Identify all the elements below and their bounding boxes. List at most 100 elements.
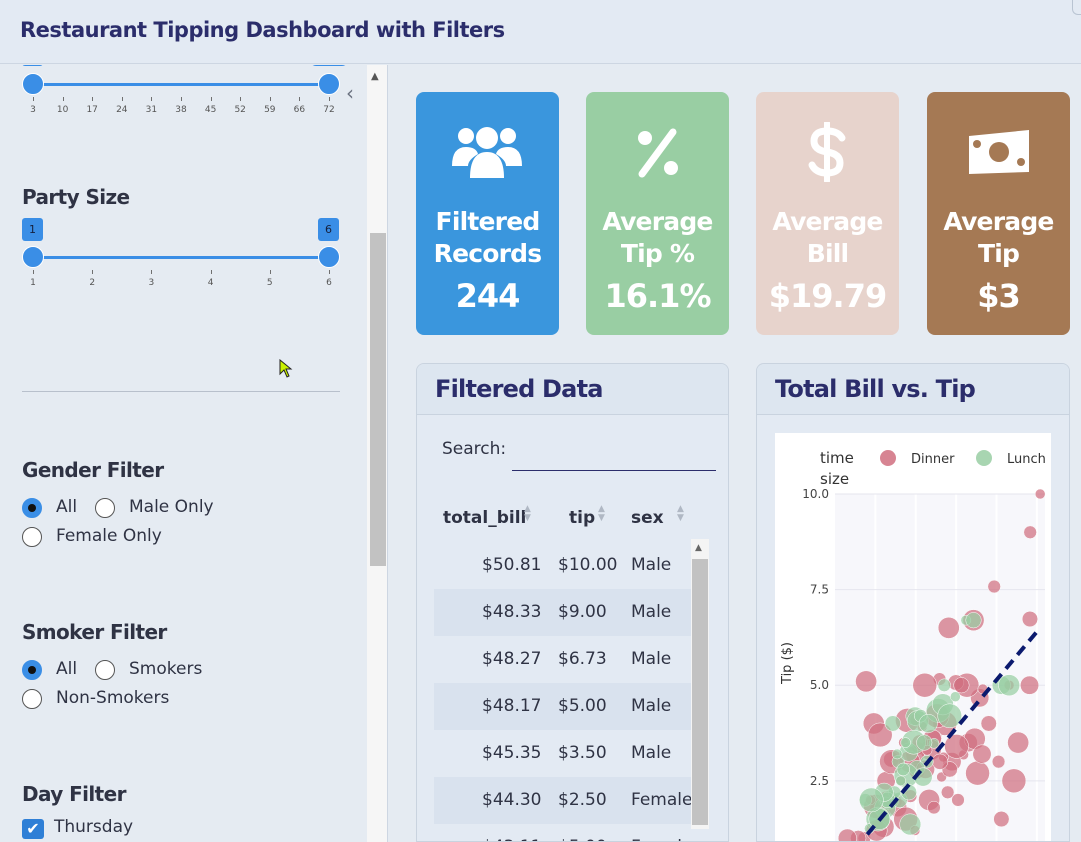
header-bar: Restaurant Tipping Dashboard with Filter… [0, 0, 1081, 64]
slider-tick-label: 5 [266, 278, 273, 288]
radio-button[interactable] [22, 498, 42, 518]
table-cell-total-bill: $44.30 [482, 790, 542, 810]
kpi-value: 16.1% [604, 277, 711, 315]
checkbox-checked-icon[interactable]: ✔ [22, 819, 44, 839]
percent-icon [586, 122, 729, 182]
data-point-lunch [937, 703, 962, 729]
table-cell-sex: Male [631, 743, 672, 763]
data-point-lunch [895, 775, 906, 787]
card-title: Total Bill vs. Tip [775, 375, 976, 403]
slider-tick [299, 97, 301, 101]
radio-label: Male Only [129, 497, 214, 517]
kpi-average-tip: Average Tip $3 [927, 92, 1070, 335]
slider-tick-label: 4 [207, 278, 214, 288]
table-row[interactable]: $48.17 $5.00 Male [434, 683, 692, 730]
data-point-dinner [953, 677, 970, 694]
data-point-lunch [937, 678, 951, 692]
kpi-value: $19.79 [768, 277, 887, 315]
slider-rail [33, 256, 329, 259]
slider-tick-label: 24 [116, 105, 128, 115]
kpi-filtered-records: Filtered Records 244 [416, 92, 559, 335]
search-input[interactable] [512, 434, 716, 471]
slider-tick [269, 97, 271, 101]
data-point-dinner [944, 734, 969, 759]
radio-button[interactable] [95, 498, 115, 518]
table-row[interactable]: $43.11 $5.00 Female [434, 824, 692, 841]
sort-arrows-icon[interactable]: ▲ ▼ [677, 504, 684, 523]
data-point-dinner [1034, 488, 1046, 500]
slider-tick [92, 270, 94, 274]
slider-tick-label: 3 [148, 278, 155, 288]
table-row[interactable]: $45.35 $3.50 Male [434, 730, 692, 777]
column-header-total-bill[interactable]: total_bill [443, 508, 527, 528]
slider-high-handle[interactable] [318, 246, 340, 268]
data-point-dinner [941, 785, 955, 799]
sort-arrows-icon[interactable]: ▲ ▼ [524, 504, 531, 523]
slider-tick [210, 97, 212, 101]
kpi-label-line1: Filtered [435, 207, 541, 236]
data-point-dinner [937, 616, 960, 639]
table-row[interactable]: $48.27 $6.73 Male [434, 636, 692, 683]
slider-tick-label: 2 [89, 278, 96, 288]
data-point-dinner [972, 744, 992, 764]
kpi-label-line1: Average [772, 207, 883, 236]
radio-button[interactable] [95, 660, 115, 680]
radio-button[interactable] [22, 527, 42, 547]
table-row[interactable]: $48.33 $9.00 Male [434, 589, 692, 636]
slider-tick-label: 3 [30, 105, 36, 115]
column-header-tip[interactable]: tip [569, 508, 596, 528]
slider-tick [92, 97, 94, 101]
table-cell-tip: $6.73 [558, 649, 607, 669]
slider-tick-label: 66 [293, 105, 306, 115]
table-scrollbar[interactable]: ▲ [691, 539, 709, 829]
table-row[interactable]: $50.81 $10.00 Male [434, 542, 692, 589]
sort-arrows-icon[interactable]: ▲ ▼ [598, 504, 605, 523]
data-point-lunch [950, 691, 961, 702]
slider-tick [151, 270, 153, 274]
slider-tick-label: 38 [175, 105, 187, 115]
table-cell-total-bill: $48.33 [482, 602, 542, 622]
scatter-chart[interactable]: 2.5 5.0 7.5 10.0 Tip ($) time size Dinner Lunch [775, 433, 1051, 842]
slider-low-handle[interactable] [22, 246, 44, 268]
party-size-low-label: 1 [22, 218, 43, 241]
scroll-up-arrow-icon[interactable]: ▲ [371, 71, 379, 82]
kpi-label-line2: Tip [977, 239, 1020, 268]
kpi-label-line2: Bill [806, 239, 849, 268]
slider-tick-label: 59 [264, 105, 276, 115]
y-tick-label: 10.0 [802, 487, 829, 501]
party-size-title: Party Size [22, 185, 130, 209]
data-point-lunch [965, 612, 982, 629]
slider-high-handle[interactable] [318, 73, 340, 95]
y-tick-label: 2.5 [810, 774, 829, 788]
scroll-up-arrow-icon[interactable]: ▲ [695, 543, 702, 553]
legend-marker-lunch [976, 450, 992, 466]
smoker-filter-title: Smoker Filter [22, 620, 167, 644]
table-scrollbar-thumb[interactable] [692, 559, 708, 825]
legend-marker-dinner [880, 450, 896, 466]
sidebar: ▲ ‹ 3 10 17 24 31 38 45 52 59 66 72 Party Size 1 6… [0, 65, 388, 842]
sidebar-scrollbar-thumb[interactable] [370, 233, 386, 566]
slider-high-tooltip [310, 65, 348, 66]
data-point-lunch [896, 762, 910, 776]
legend-label-lunch: Lunch [1007, 452, 1046, 467]
column-header-sex[interactable]: sex [631, 508, 664, 528]
data-point-dinner [1001, 768, 1027, 794]
slider-low-handle[interactable] [22, 73, 44, 95]
radio-button[interactable] [22, 689, 42, 709]
data-point-lunch [998, 674, 1020, 697]
card-header: Total Bill vs. Tip [757, 364, 1069, 415]
table-row[interactable]: $44.30 $2.50 Female [434, 777, 692, 824]
slider-tick [269, 270, 271, 274]
radio-label: All [56, 497, 78, 517]
mouse-cursor-icon [279, 358, 293, 383]
kpi-value: $3 [977, 277, 1021, 315]
users-icon [416, 122, 559, 182]
bill-vs-tip-card: Total Bill vs. Tip 2.5 5.0 7.5 10.0 Tip ($) t… [756, 363, 1070, 842]
kpi-label-line2: Tip % [620, 239, 695, 268]
table-cell-total-bill: $50.81 [482, 555, 542, 575]
radio-button[interactable] [22, 660, 42, 680]
collapse-sidebar-chevron-icon[interactable]: ‹ [346, 81, 354, 105]
data-point-dinner [867, 722, 893, 748]
y-tick-label: 7.5 [810, 583, 829, 597]
data-point-dinner [931, 753, 949, 770]
